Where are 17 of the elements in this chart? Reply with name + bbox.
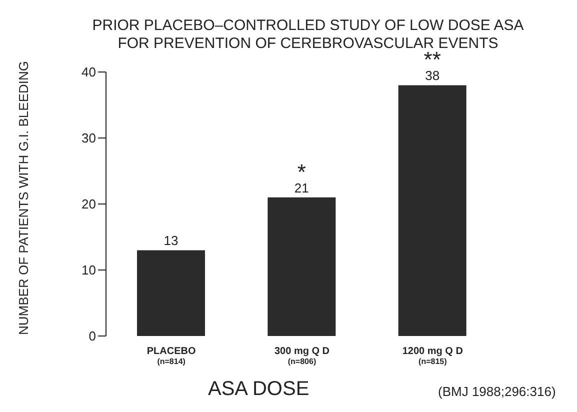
bar <box>137 250 205 336</box>
data-label: 38 <box>425 68 440 84</box>
bar <box>268 197 336 336</box>
x-tick-label: 1200 mg Q D (n=815) <box>402 346 463 366</box>
y-tick-label: 20 <box>82 196 96 212</box>
y-tick-label: 40 <box>82 64 96 80</box>
chart-title: PRIOR PLACEBO–CONTROLLED STUDY OF LOW DOSE ASA FOR PREVENTION OF CEREBROVASCULAR EVENTS <box>92 17 524 52</box>
x-tick-label: PLACEBO (n=814) <box>146 346 196 366</box>
text: (BMJ 1988;296:316) <box>438 384 556 399</box>
y-tick-label: 30 <box>82 130 96 146</box>
y-axis-title: NUMBER OF PATIENTS WITH G.I. BLEEDING <box>16 61 31 335</box>
y-tick-label: 10 <box>82 262 96 278</box>
bar <box>398 85 466 336</box>
data-label: 13 <box>164 233 178 248</box>
x-axis-title: ASA DOSE <box>208 378 310 401</box>
y-tick-label: 0 <box>88 328 96 344</box>
x-tick-label: 300 mg Q D (n=806) <box>274 346 330 366</box>
